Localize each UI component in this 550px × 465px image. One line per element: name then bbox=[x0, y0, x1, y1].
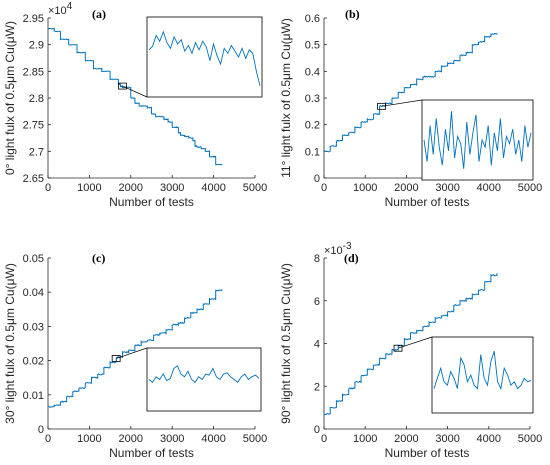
x-tick-label: 0 bbox=[45, 433, 51, 445]
zoom-connector bbox=[381, 99, 423, 107]
zoom-inset-trace bbox=[148, 365, 260, 383]
chart-panel-1: 0 1000 2000 3000 4000 5000 2.65 2.7 2.75 2.8 2.85 2… bbox=[3, 1, 267, 209]
series-line-1 bbox=[47, 289, 223, 408]
x-tick-label: 3000 bbox=[435, 182, 459, 194]
x-tick-label: 0 bbox=[321, 182, 327, 194]
panel-tag: (c) bbox=[92, 251, 105, 265]
zoom-inset bbox=[431, 336, 534, 414]
y-tick-label: 2 bbox=[314, 381, 320, 393]
zoom-inset-trace bbox=[423, 111, 532, 169]
y-tick-label: 0.1 bbox=[305, 146, 320, 158]
x-tick-label: 4000 bbox=[201, 182, 225, 194]
zoom-connector bbox=[397, 336, 433, 349]
series-line-1 bbox=[323, 273, 498, 416]
zoom-connector bbox=[122, 85, 148, 98]
panel-tag: (b) bbox=[345, 7, 360, 21]
x-tick-label: 0 bbox=[45, 182, 51, 194]
y-axis-label: 11° light fulx of 0.5μm Cu(μW) bbox=[279, 18, 293, 178]
y-tick-label: 2.8 bbox=[29, 93, 44, 105]
y-tick-label: 0 bbox=[38, 424, 44, 436]
y-tick-label: 0.6 bbox=[305, 13, 320, 25]
x-tick-label: 2000 bbox=[394, 433, 418, 445]
y-axis-label: 0° light fulx of 0.5μm Cu(μW) bbox=[3, 21, 17, 175]
y-tick-label: 4 bbox=[314, 339, 320, 351]
x-tick-label: 3000 bbox=[160, 182, 184, 194]
y-axis-label: 30° light fulx of 0.5μm Cu(μW) bbox=[3, 263, 17, 424]
zoom-region-box bbox=[117, 82, 127, 90]
y-tick-label: 6 bbox=[314, 296, 320, 308]
y-tick-label: 0.5 bbox=[305, 40, 320, 52]
x-tick-label: 1000 bbox=[353, 433, 377, 445]
zoom-connector bbox=[116, 347, 148, 359]
x-tick-label: 2000 bbox=[394, 182, 418, 194]
y-tick-label: 0.2 bbox=[305, 120, 320, 132]
zoom-inset bbox=[146, 347, 262, 412]
x-tick-label: 3000 bbox=[435, 433, 459, 445]
y-tick-label: 0 bbox=[314, 173, 320, 185]
x-tick-label: 2000 bbox=[119, 433, 143, 445]
x-axis-label: Number of tests bbox=[109, 446, 194, 460]
y-tick-label: 2.7 bbox=[29, 146, 44, 158]
series-line-1 bbox=[323, 32, 498, 153]
y-tick-label: 0.02 bbox=[23, 356, 44, 368]
y-tick-label: 0.03 bbox=[23, 321, 44, 333]
y-multiplier: ×104 bbox=[48, 1, 73, 17]
x-tick-label: 4000 bbox=[477, 182, 501, 194]
x-axis-label: Number of tests bbox=[385, 446, 470, 460]
y-tick-label: 2.85 bbox=[23, 66, 44, 78]
x-tick-label: 5000 bbox=[518, 433, 542, 445]
y-tick-label: 2.95 bbox=[23, 13, 44, 25]
x-tick-label: 0 bbox=[321, 433, 327, 445]
x-tick-label: 5000 bbox=[243, 182, 267, 194]
chart-panel-2: 0 1000 2000 3000 4000 5000 0 0.1 0.2 0.3 0.4 0.5 0.6… bbox=[279, 7, 542, 209]
y-tick-label: 0.3 bbox=[305, 93, 320, 105]
y-tick-label: 2.65 bbox=[23, 173, 44, 185]
y-tick-label: 2.75 bbox=[23, 120, 44, 132]
x-axis-label: Number of tests bbox=[385, 195, 470, 209]
x-tick-label: 4000 bbox=[201, 433, 225, 445]
x-tick-label: 4000 bbox=[477, 433, 501, 445]
panel-tag: (a) bbox=[92, 7, 106, 21]
x-tick-label: 1000 bbox=[77, 182, 101, 194]
x-tick-label: 3000 bbox=[160, 433, 184, 445]
zoom-region-box bbox=[111, 355, 121, 362]
y-tick-label: 0.01 bbox=[23, 390, 44, 402]
zoom-region-box bbox=[393, 344, 403, 352]
y-axis-label: 90° light fulx of 0.5μm Cu(μW) bbox=[279, 263, 293, 424]
y-tick-label: 0.05 bbox=[23, 253, 44, 265]
x-axis-label: Number of tests bbox=[109, 195, 194, 209]
chart-panel-3: 0 1000 2000 3000 4000 5000 0 0.01 0.02 0.03 0.04 0.… bbox=[3, 251, 267, 460]
y-tick-label: 0.04 bbox=[23, 287, 44, 299]
y-tick-label: 2.9 bbox=[29, 40, 44, 52]
zoom-region-box bbox=[377, 102, 386, 110]
series-line-1 bbox=[47, 27, 223, 166]
x-tick-label: 1000 bbox=[77, 433, 101, 445]
x-tick-label: 5000 bbox=[243, 433, 267, 445]
y-tick-label: 0 bbox=[314, 424, 320, 436]
zoom-inset-trace bbox=[433, 351, 532, 391]
x-tick-label: 5000 bbox=[518, 182, 542, 194]
panel-tag: (d) bbox=[344, 251, 359, 265]
x-tick-label: 1000 bbox=[353, 182, 377, 194]
y-tick-label: 0.4 bbox=[305, 66, 320, 78]
y-tick-label: 8 bbox=[314, 253, 320, 265]
x-tick-label: 2000 bbox=[119, 182, 143, 194]
zoom-inset bbox=[146, 16, 263, 98]
zoom-inset-trace bbox=[148, 30, 261, 86]
